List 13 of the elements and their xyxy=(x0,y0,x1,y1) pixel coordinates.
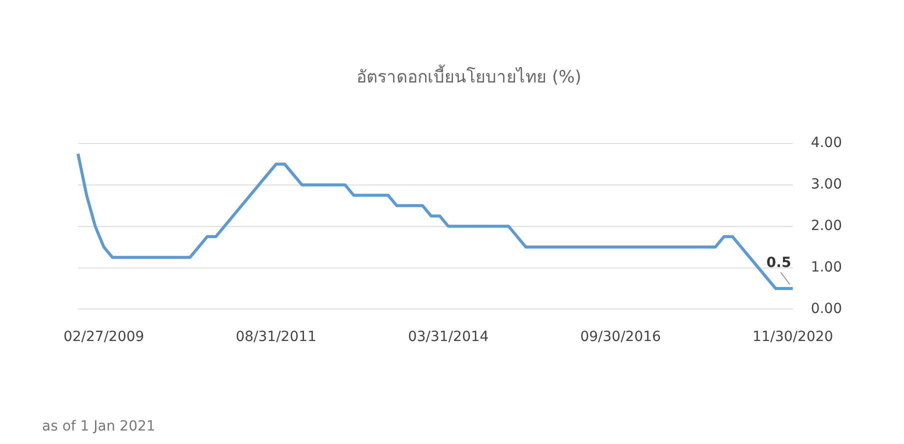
y-tick-label: 1.00 xyxy=(810,259,842,276)
x-tick-label: 03/31/2014 xyxy=(408,329,489,346)
chart-title: อัตราดอกเบี้ยนโยบายไทย (%) xyxy=(356,64,582,88)
y-tick-label: 3.00 xyxy=(810,176,842,192)
y-tick-label: 4.00 xyxy=(810,135,842,152)
x-tick-label: 08/31/2011 xyxy=(236,329,316,346)
y-tick-label: 0.00 xyxy=(810,300,842,317)
y-tick-label: 2.00 xyxy=(810,218,842,234)
x-tick-label: 09/30/2016 xyxy=(580,329,662,346)
x-tick-label: 11/30/2020 xyxy=(752,329,834,346)
text: as of 1 Jan 2021 xyxy=(42,418,156,435)
annotation: 0.5 xyxy=(766,255,792,272)
x-tick-label: 02/27/2009 xyxy=(63,329,144,346)
